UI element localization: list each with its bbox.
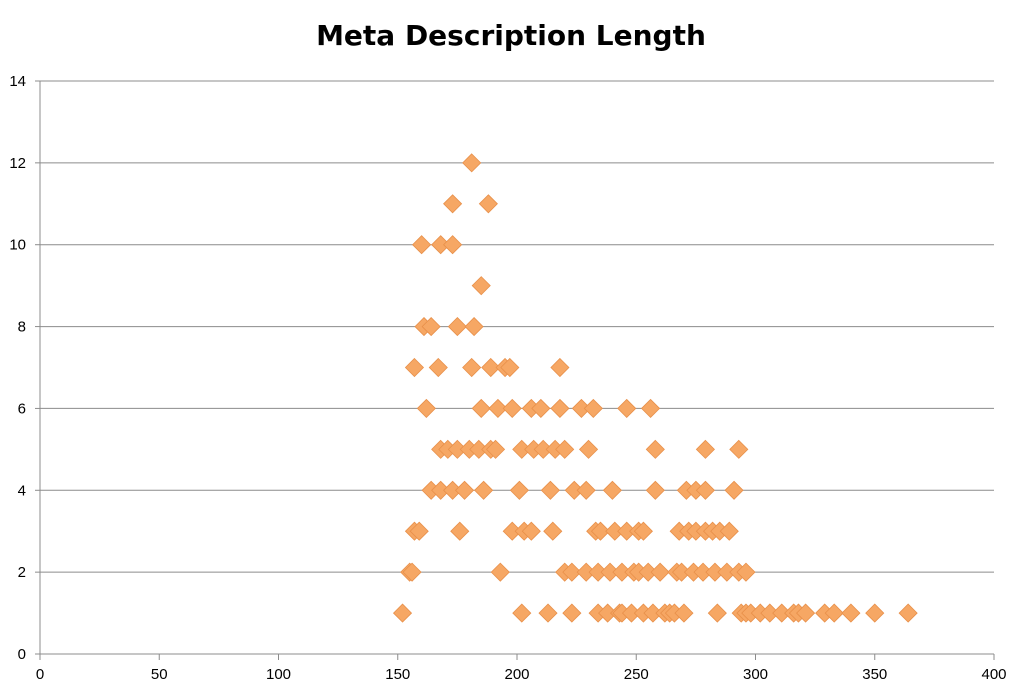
data-point xyxy=(428,357,448,378)
data-point xyxy=(471,276,491,296)
data-point xyxy=(695,480,715,500)
data-point xyxy=(540,480,560,500)
data-point xyxy=(392,603,413,623)
chart-title: Meta Description Length xyxy=(316,19,706,52)
x-tick-labels: 0 50 100 150 200 250 300 350 400 xyxy=(36,666,1007,683)
data-point xyxy=(509,480,529,500)
x-tick-label: 350 xyxy=(862,666,887,683)
data-point xyxy=(555,439,575,459)
data-point xyxy=(500,357,520,378)
data-points xyxy=(392,153,918,623)
y-tick-label: 12 xyxy=(9,155,26,172)
data-point xyxy=(447,317,467,337)
data-point xyxy=(543,521,563,541)
data-point xyxy=(412,235,432,255)
data-point xyxy=(719,521,739,541)
data-point xyxy=(841,603,861,623)
data-point xyxy=(512,603,532,623)
axes xyxy=(35,80,995,660)
data-point xyxy=(617,398,637,418)
x-tick-label: 400 xyxy=(981,666,1006,683)
y-tick-label: 0 xyxy=(18,646,26,663)
x-tick-label: 100 xyxy=(266,666,291,683)
data-point xyxy=(478,194,498,214)
x-tick-label: 0 xyxy=(36,666,44,683)
data-point xyxy=(409,521,429,541)
data-point xyxy=(474,480,494,500)
data-point xyxy=(645,480,665,500)
data-point xyxy=(736,562,756,582)
data-point xyxy=(562,562,582,582)
data-point xyxy=(490,562,510,582)
data-point xyxy=(421,317,441,337)
data-point xyxy=(898,603,918,623)
data-point xyxy=(576,480,596,500)
data-point xyxy=(824,603,844,623)
data-point xyxy=(462,153,482,173)
x-tick-label: 50 xyxy=(151,666,168,683)
data-point xyxy=(633,521,653,541)
data-point xyxy=(550,398,570,418)
data-point xyxy=(729,439,749,459)
data-point xyxy=(538,603,558,623)
y-tick-label: 14 xyxy=(9,73,26,90)
x-tick-label: 250 xyxy=(624,666,649,683)
data-point xyxy=(462,357,482,378)
y-tick-labels: 0 2 4 6 8 10 12 14 xyxy=(9,73,26,663)
data-point xyxy=(521,521,541,541)
data-point xyxy=(724,480,744,500)
data-point xyxy=(531,398,551,418)
data-point xyxy=(650,562,670,582)
data-point xyxy=(796,603,816,623)
data-point xyxy=(645,439,665,459)
data-point xyxy=(562,603,582,623)
data-point xyxy=(602,480,622,500)
data-point xyxy=(464,317,484,337)
y-tick-label: 10 xyxy=(9,237,26,254)
data-point xyxy=(481,357,501,378)
data-point xyxy=(590,521,611,541)
data-point xyxy=(443,194,463,214)
data-point xyxy=(707,603,727,623)
y-tick-label: 8 xyxy=(18,319,26,336)
data-point xyxy=(471,398,491,418)
data-point xyxy=(443,235,463,255)
y-tick-label: 4 xyxy=(18,482,26,499)
data-point xyxy=(550,357,570,378)
data-point xyxy=(583,398,603,418)
data-point xyxy=(695,439,715,459)
x-tick-label: 150 xyxy=(385,666,410,683)
data-point xyxy=(454,480,475,500)
data-point xyxy=(674,603,694,623)
data-point xyxy=(485,439,506,459)
data-point xyxy=(640,398,661,418)
y-tick-label: 6 xyxy=(18,400,26,417)
data-point xyxy=(416,398,436,418)
y-tick-label: 2 xyxy=(18,564,26,581)
data-point xyxy=(404,357,425,378)
data-point xyxy=(578,439,599,459)
data-point xyxy=(488,398,508,418)
x-tick-label: 300 xyxy=(743,666,768,683)
gridlines xyxy=(40,80,994,573)
data-point xyxy=(502,398,522,418)
data-point xyxy=(402,562,422,582)
x-tick-label: 200 xyxy=(504,666,529,683)
data-point xyxy=(865,603,885,623)
data-point xyxy=(450,521,470,541)
